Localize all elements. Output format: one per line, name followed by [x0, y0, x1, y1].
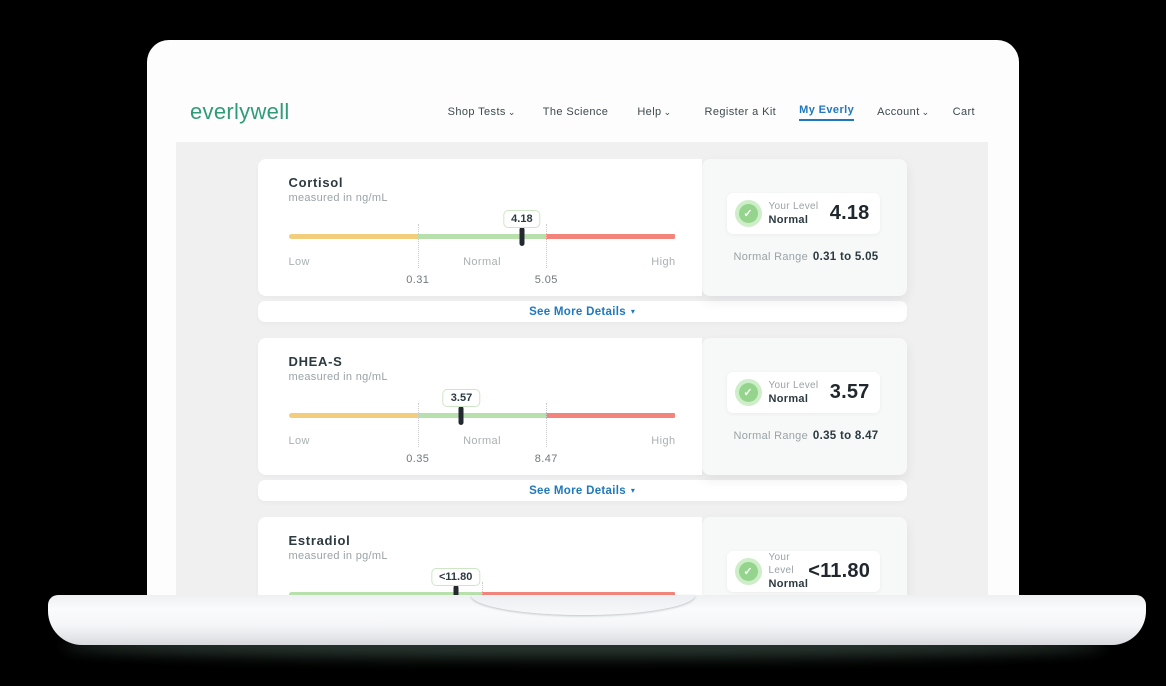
range-slider: <11.80 [288, 566, 676, 595]
range-slider: 3.57 Low Normal [288, 387, 676, 472]
result-unit: measured in pg/mL [288, 550, 388, 562]
range-boundary-line [417, 403, 419, 447]
range-bound-low: 0.31 [406, 274, 430, 286]
status-check-icon: ✓ [734, 558, 762, 585]
range-track [288, 413, 676, 418]
everlywell-logo[interactable]: everlywell [190, 99, 290, 124]
your-level-card: ✓ Your Level Normal 4.18 [726, 193, 880, 234]
zone-label-high: High [651, 256, 676, 268]
status-badge: Normal [768, 213, 809, 226]
result-chart-area: Cortisol measured in ng/mL 4.18 [257, 159, 702, 296]
low-zone-segment [288, 234, 418, 239]
range-bound-high: 5.05 [534, 274, 558, 286]
your-level-card: ✓ Your Level Normal 3.57 [726, 372, 880, 413]
result-title: DHEA-S [288, 354, 343, 369]
range-boundary-line [481, 582, 483, 595]
result-card-estradiol: Estradiol measured in pg/mL <11.80 [257, 517, 907, 595]
normal-range-value: 0.35 to 8.47 [812, 430, 879, 442]
value-badge: 4.18 [503, 210, 541, 228]
nav-account[interactable]: Account ⌄ [877, 106, 930, 118]
zone-label-high: High [651, 435, 676, 447]
result-card-dhea-s: DHEA-S measured in ng/mL 3.57 [257, 338, 907, 501]
zone-label-low: Low [288, 435, 310, 447]
result-unit: measured in ng/mL [288, 192, 388, 204]
dropdown-triangle-icon: ▾ [630, 486, 635, 495]
chevron-down-icon: ⌄ [663, 107, 672, 117]
nav-help[interactable]: Help ⌄ [637, 106, 672, 118]
high-zone-segment [546, 413, 676, 418]
status-badge: Normal [768, 392, 809, 405]
normal-zone-segment [417, 413, 547, 418]
your-level-label: Your Level [768, 200, 819, 212]
primary-nav: Shop Tests ⌄ The Science Help ⌄ [448, 106, 672, 118]
see-more-details-button[interactable]: See More Details ▾ [257, 301, 907, 322]
laptop-screen: everlywell Shop Tests ⌄ The Science Help ⌄… [147, 40, 1019, 595]
result-title: Cortisol [288, 175, 344, 190]
range-bound-low: 0.35 [406, 453, 430, 465]
zone-label-low: Low [288, 256, 310, 268]
dropdown-triangle-icon: ▾ [630, 307, 635, 316]
value-badge: 3.57 [442, 389, 481, 407]
result-chart-area: Estradiol measured in pg/mL <11.80 [257, 517, 702, 595]
range-boundary-line [417, 224, 419, 268]
your-level-card: ✓ Your Level Normal <11.80 [726, 551, 880, 592]
range-boundary-line [546, 224, 548, 268]
result-summary-panel: ✓ Your Level Normal 3.57 Normal Range 0.… [701, 338, 907, 475]
zone-label-normal: Normal [463, 435, 501, 447]
status-check-icon: ✓ [734, 200, 762, 227]
chevron-down-icon: ⌄ [921, 107, 930, 117]
your-level-label: Your Level [768, 379, 819, 391]
nav-shop-tests[interactable]: Shop Tests ⌄ [447, 106, 516, 118]
result-value: 3.57 [829, 381, 870, 403]
result-unit: measured in ng/mL [288, 371, 388, 383]
nav-register-a-kit[interactable]: Register a Kit [704, 106, 777, 118]
chevron-down-icon: ⌄ [507, 107, 516, 117]
low-zone-segment [288, 413, 418, 418]
range-bound-high: 8.47 [534, 453, 558, 465]
result-summary-panel: ✓ Your Level Normal <11.80 [701, 517, 907, 595]
range-slider: 4.18 Low Normal [288, 208, 676, 293]
result-chart-area: DHEA-S measured in ng/mL 3.57 [257, 338, 702, 475]
result-value: <11.80 [808, 560, 871, 582]
nav-the-science[interactable]: The Science [542, 106, 609, 118]
value-marker [519, 227, 525, 246]
status-check-icon: ✓ [734, 379, 762, 406]
result-value: 4.18 [829, 202, 870, 224]
normal-range-label: Normal Range [733, 430, 809, 442]
nav-my-everly[interactable]: My Everly [799, 104, 855, 121]
normal-zone-segment [288, 592, 482, 595]
laptop-base [48, 595, 1146, 645]
value-marker [453, 585, 459, 595]
value-badge: <11.80 [431, 568, 481, 586]
result-title: Estradiol [288, 533, 351, 548]
range-boundary-line [546, 403, 548, 447]
range-track [288, 592, 676, 595]
normal-range-value: 0.31 to 5.05 [812, 251, 879, 263]
high-zone-segment [546, 234, 676, 239]
see-more-details-button[interactable]: See More Details ▾ [257, 480, 907, 501]
account-nav: Register a Kit My Everly Account ⌄ Cart [705, 104, 976, 121]
high-zone-segment [481, 592, 676, 595]
result-card-cortisol: Cortisol measured in ng/mL 4.18 [257, 159, 907, 322]
nav-cart[interactable]: Cart [952, 106, 975, 118]
range-track [288, 234, 676, 239]
normal-zone-segment [417, 234, 547, 239]
status-badge: Normal [768, 578, 809, 591]
zone-label-normal: Normal [463, 256, 501, 268]
value-marker [458, 406, 464, 425]
normal-range-label: Normal Range [733, 251, 809, 263]
result-summary-panel: ✓ Your Level Normal 4.18 Normal Range 0.… [701, 159, 907, 296]
laptop-base-notch [471, 595, 695, 615]
site-header: everlywell Shop Tests ⌄ The Science Help ⌄… [190, 92, 975, 132]
results-list: Cortisol measured in ng/mL 4.18 [176, 142, 988, 595]
your-level-label: Your Level [768, 552, 794, 577]
